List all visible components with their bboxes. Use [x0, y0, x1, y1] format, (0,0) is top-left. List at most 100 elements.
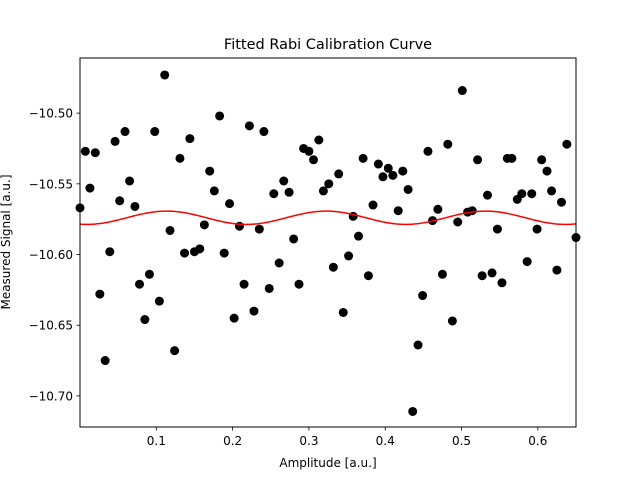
data-point	[562, 139, 572, 149]
data-point	[125, 176, 135, 186]
data-point	[467, 206, 477, 216]
data-point	[120, 127, 130, 137]
data-point	[160, 70, 170, 80]
y-tick-label: −10.55	[29, 177, 73, 191]
data-point	[507, 153, 517, 163]
data-point	[135, 279, 145, 289]
data-point	[378, 172, 388, 182]
data-point	[249, 306, 259, 316]
data-point	[443, 139, 453, 149]
data-point	[398, 166, 408, 176]
data-point	[234, 221, 244, 231]
x-tick-label: 0.4	[376, 434, 395, 448]
data-point	[254, 224, 264, 234]
data-point	[522, 257, 532, 267]
data-point	[289, 234, 299, 244]
data-point	[215, 111, 225, 121]
data-point	[457, 86, 467, 96]
data-point	[180, 248, 190, 258]
y-axis-label: Measured Signal [a.u.]	[0, 174, 13, 309]
data-point	[437, 269, 447, 279]
data-point	[393, 206, 403, 216]
data-point	[110, 136, 120, 146]
data-point	[130, 201, 140, 211]
data-point	[225, 199, 235, 209]
data-point	[274, 258, 284, 268]
data-point	[205, 166, 215, 176]
data-point	[269, 189, 279, 199]
data-point	[334, 169, 344, 179]
data-point	[318, 186, 328, 196]
data-point	[324, 179, 334, 189]
data-point	[304, 146, 314, 156]
data-point	[388, 170, 398, 180]
x-tick-label: 0.1	[147, 434, 166, 448]
y-tick-label: −10.50	[29, 107, 73, 121]
data-point	[487, 268, 497, 278]
data-point	[80, 146, 90, 156]
data-point	[85, 183, 95, 193]
data-point	[239, 279, 249, 289]
data-point	[105, 247, 115, 257]
data-point	[115, 196, 125, 206]
plot-area	[75, 70, 581, 416]
data-point	[209, 186, 219, 196]
data-point	[219, 248, 229, 258]
x-axis: 0.1 0.2 0.3 0.4 0.5 0.6	[147, 427, 547, 448]
data-point	[185, 134, 195, 144]
chart-title: Fitted Rabi Calibration Curve	[224, 37, 432, 53]
data-point	[408, 406, 418, 416]
data-point	[244, 121, 254, 131]
data-point	[447, 316, 457, 326]
data-point	[368, 200, 378, 210]
axes-frame	[79, 57, 577, 428]
data-point	[433, 204, 443, 214]
data-point	[383, 163, 393, 173]
data-point	[144, 269, 154, 279]
data-point	[517, 189, 527, 199]
data-point	[100, 356, 110, 366]
data-point	[264, 283, 274, 293]
data-point	[358, 153, 368, 163]
x-tick-label: 0.3	[299, 434, 318, 448]
data-point	[373, 159, 383, 169]
data-point	[473, 155, 483, 165]
data-point	[90, 148, 100, 158]
data-point	[527, 189, 537, 199]
data-point	[170, 346, 180, 356]
data-point	[195, 244, 205, 254]
data-point	[314, 135, 324, 145]
data-point	[557, 197, 567, 207]
data-point	[150, 127, 160, 137]
data-point	[423, 146, 433, 156]
data-point	[294, 279, 304, 289]
x-tick-label: 0.6	[528, 434, 547, 448]
data-point	[453, 217, 463, 227]
x-axis-label: Amplitude [a.u.]	[279, 456, 376, 470]
y-tick-label: −10.60	[29, 248, 73, 262]
data-point	[542, 166, 552, 176]
data-point	[532, 224, 542, 234]
data-point	[363, 271, 373, 281]
scatter-series	[75, 70, 581, 416]
data-point	[175, 153, 185, 163]
data-point	[354, 231, 364, 241]
data-point	[165, 225, 175, 235]
data-point	[154, 296, 164, 306]
data-point	[284, 187, 294, 197]
data-point	[95, 289, 105, 299]
data-point	[413, 340, 423, 350]
data-point	[259, 127, 269, 137]
data-point	[344, 251, 354, 261]
data-point	[403, 184, 413, 194]
y-tick-label: −10.70	[29, 389, 73, 403]
data-point	[492, 224, 502, 234]
fit-curve	[80, 210, 576, 226]
data-point	[328, 262, 338, 272]
y-axis: −10.50 −10.55 −10.60 −10.65 −10.70	[29, 107, 80, 403]
data-point	[497, 278, 507, 288]
data-point	[547, 186, 557, 196]
data-point	[477, 271, 487, 281]
x-tick-label: 0.5	[452, 434, 471, 448]
